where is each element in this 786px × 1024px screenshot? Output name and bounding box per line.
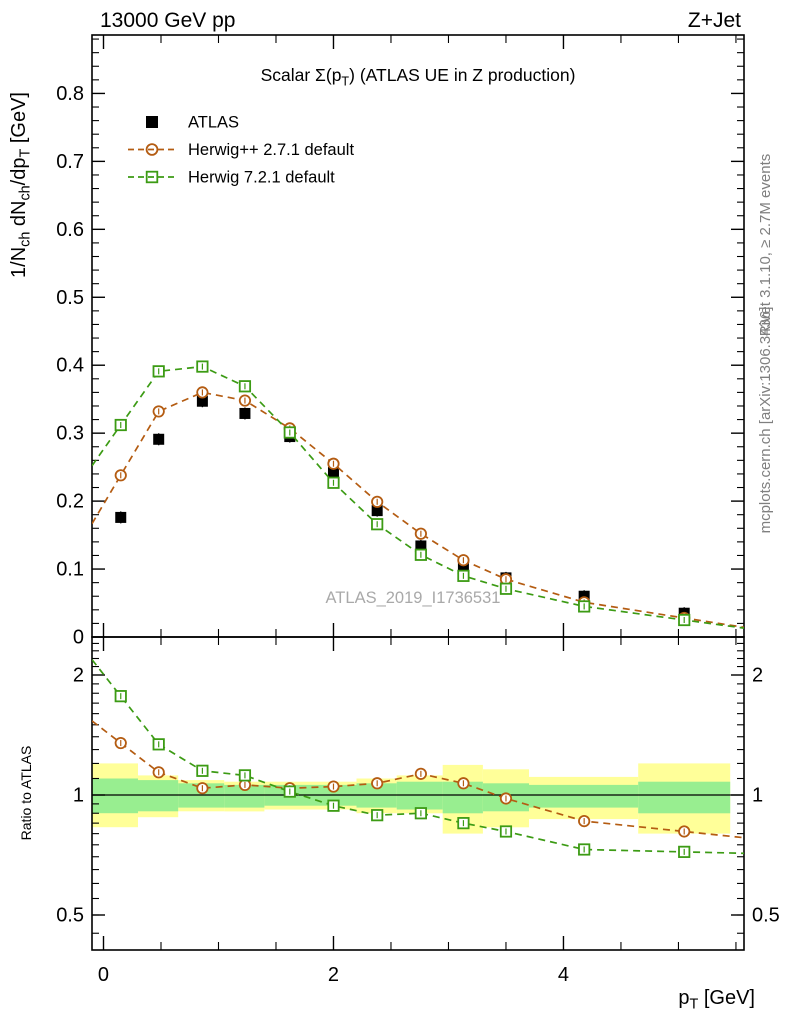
ratio-series bbox=[92, 659, 744, 858]
axis-tick-labels: 0 2 4 0 0.1 0.2 0.3 0.4 0.5 0.6 0.7 0.8 0.5 0.5 1 1 2 2 bbox=[56, 83, 780, 986]
legend-marker bbox=[146, 116, 158, 128]
y-tick-label: 0 bbox=[73, 627, 84, 649]
legend-label: ATLAS bbox=[188, 114, 239, 132]
data-point-marker bbox=[196, 395, 208, 407]
data-point-marker bbox=[153, 433, 165, 445]
rivet-version-note: Rivet 3.1.10, ≥ 2.7M events bbox=[757, 154, 774, 337]
x-tick-label: 0 bbox=[98, 964, 109, 986]
data-point-marker bbox=[578, 590, 590, 602]
data-point-marker bbox=[239, 407, 251, 419]
ratio-tick-label-left: 1 bbox=[73, 785, 84, 807]
legend: ATLAS Herwig++ 2.7.1 default Herwig 7.2.1 … bbox=[128, 114, 354, 187]
legend-entry: ATLAS bbox=[146, 114, 239, 132]
ratio-tick-label-right: 1 bbox=[752, 785, 763, 807]
y-tick-label: 0.1 bbox=[56, 559, 84, 581]
band-inner bbox=[224, 784, 265, 808]
axis-ticks bbox=[92, 35, 744, 950]
legend-label: Herwig 7.2.1 default bbox=[188, 169, 335, 187]
x-tick-label: 2 bbox=[328, 964, 339, 986]
data-point-marker bbox=[115, 511, 127, 523]
analysis-id-watermark: ATLAS_2019_I1736531 bbox=[326, 589, 501, 607]
ratio-tick-label-right: 2 bbox=[752, 665, 763, 687]
y-tick-label: 0.5 bbox=[56, 287, 84, 309]
mcplots-arxiv-note: mcplots.cern.ch [arXiv:1306.3436] bbox=[757, 307, 774, 534]
y-tick-label: 0.4 bbox=[56, 355, 84, 377]
ratio-tick-label-left: 0.5 bbox=[56, 905, 84, 927]
ratio-tick-label-right: 0.5 bbox=[752, 905, 780, 927]
legend-entry: Herwig 7.2.1 default bbox=[128, 169, 335, 187]
y-tick-label: 0.8 bbox=[56, 83, 84, 105]
band-inner bbox=[92, 778, 138, 814]
ratio-y-axis-label: Ratio to ATLAS bbox=[18, 746, 34, 841]
ratio-tick-label-left: 2 bbox=[73, 665, 84, 687]
y-tick-label: 0.2 bbox=[56, 491, 84, 513]
legend-marker bbox=[145, 170, 159, 184]
legend-label: Herwig++ 2.7.1 default bbox=[188, 141, 354, 159]
band-inner bbox=[529, 784, 639, 808]
y-axis-label: 1/Nch dNch/dpT [GeV] bbox=[8, 92, 34, 278]
band-inner bbox=[638, 781, 731, 814]
data-point-marker bbox=[371, 505, 383, 517]
band-inner bbox=[138, 780, 179, 812]
legend-entry: Herwig++ 2.7.1 default bbox=[128, 141, 354, 159]
x-tick-label: 4 bbox=[558, 964, 569, 986]
process-label: Z+Jet bbox=[688, 9, 741, 32]
y-tick-label: 0.3 bbox=[56, 423, 84, 445]
plot-title: Scalar Σ(pT) (ATLAS UE in Z production) bbox=[261, 65, 576, 89]
y-tick-label: 0.6 bbox=[56, 219, 84, 241]
series-line bbox=[92, 365, 744, 629]
data-series bbox=[92, 360, 744, 629]
beam-energy-label: 13000 GeV pp bbox=[100, 9, 235, 32]
series-line bbox=[92, 659, 744, 855]
uncertainty-bands bbox=[92, 763, 731, 834]
ratio-panel-frame bbox=[91, 636, 745, 951]
data-point-marker bbox=[415, 540, 427, 552]
legend-marker bbox=[145, 143, 159, 156]
y-tick-label: 0.7 bbox=[56, 151, 84, 173]
series-line bbox=[92, 391, 744, 629]
series-line bbox=[92, 720, 744, 839]
data-point-marker bbox=[327, 467, 339, 479]
x-axis-label: pT [GeV] bbox=[678, 987, 755, 1013]
